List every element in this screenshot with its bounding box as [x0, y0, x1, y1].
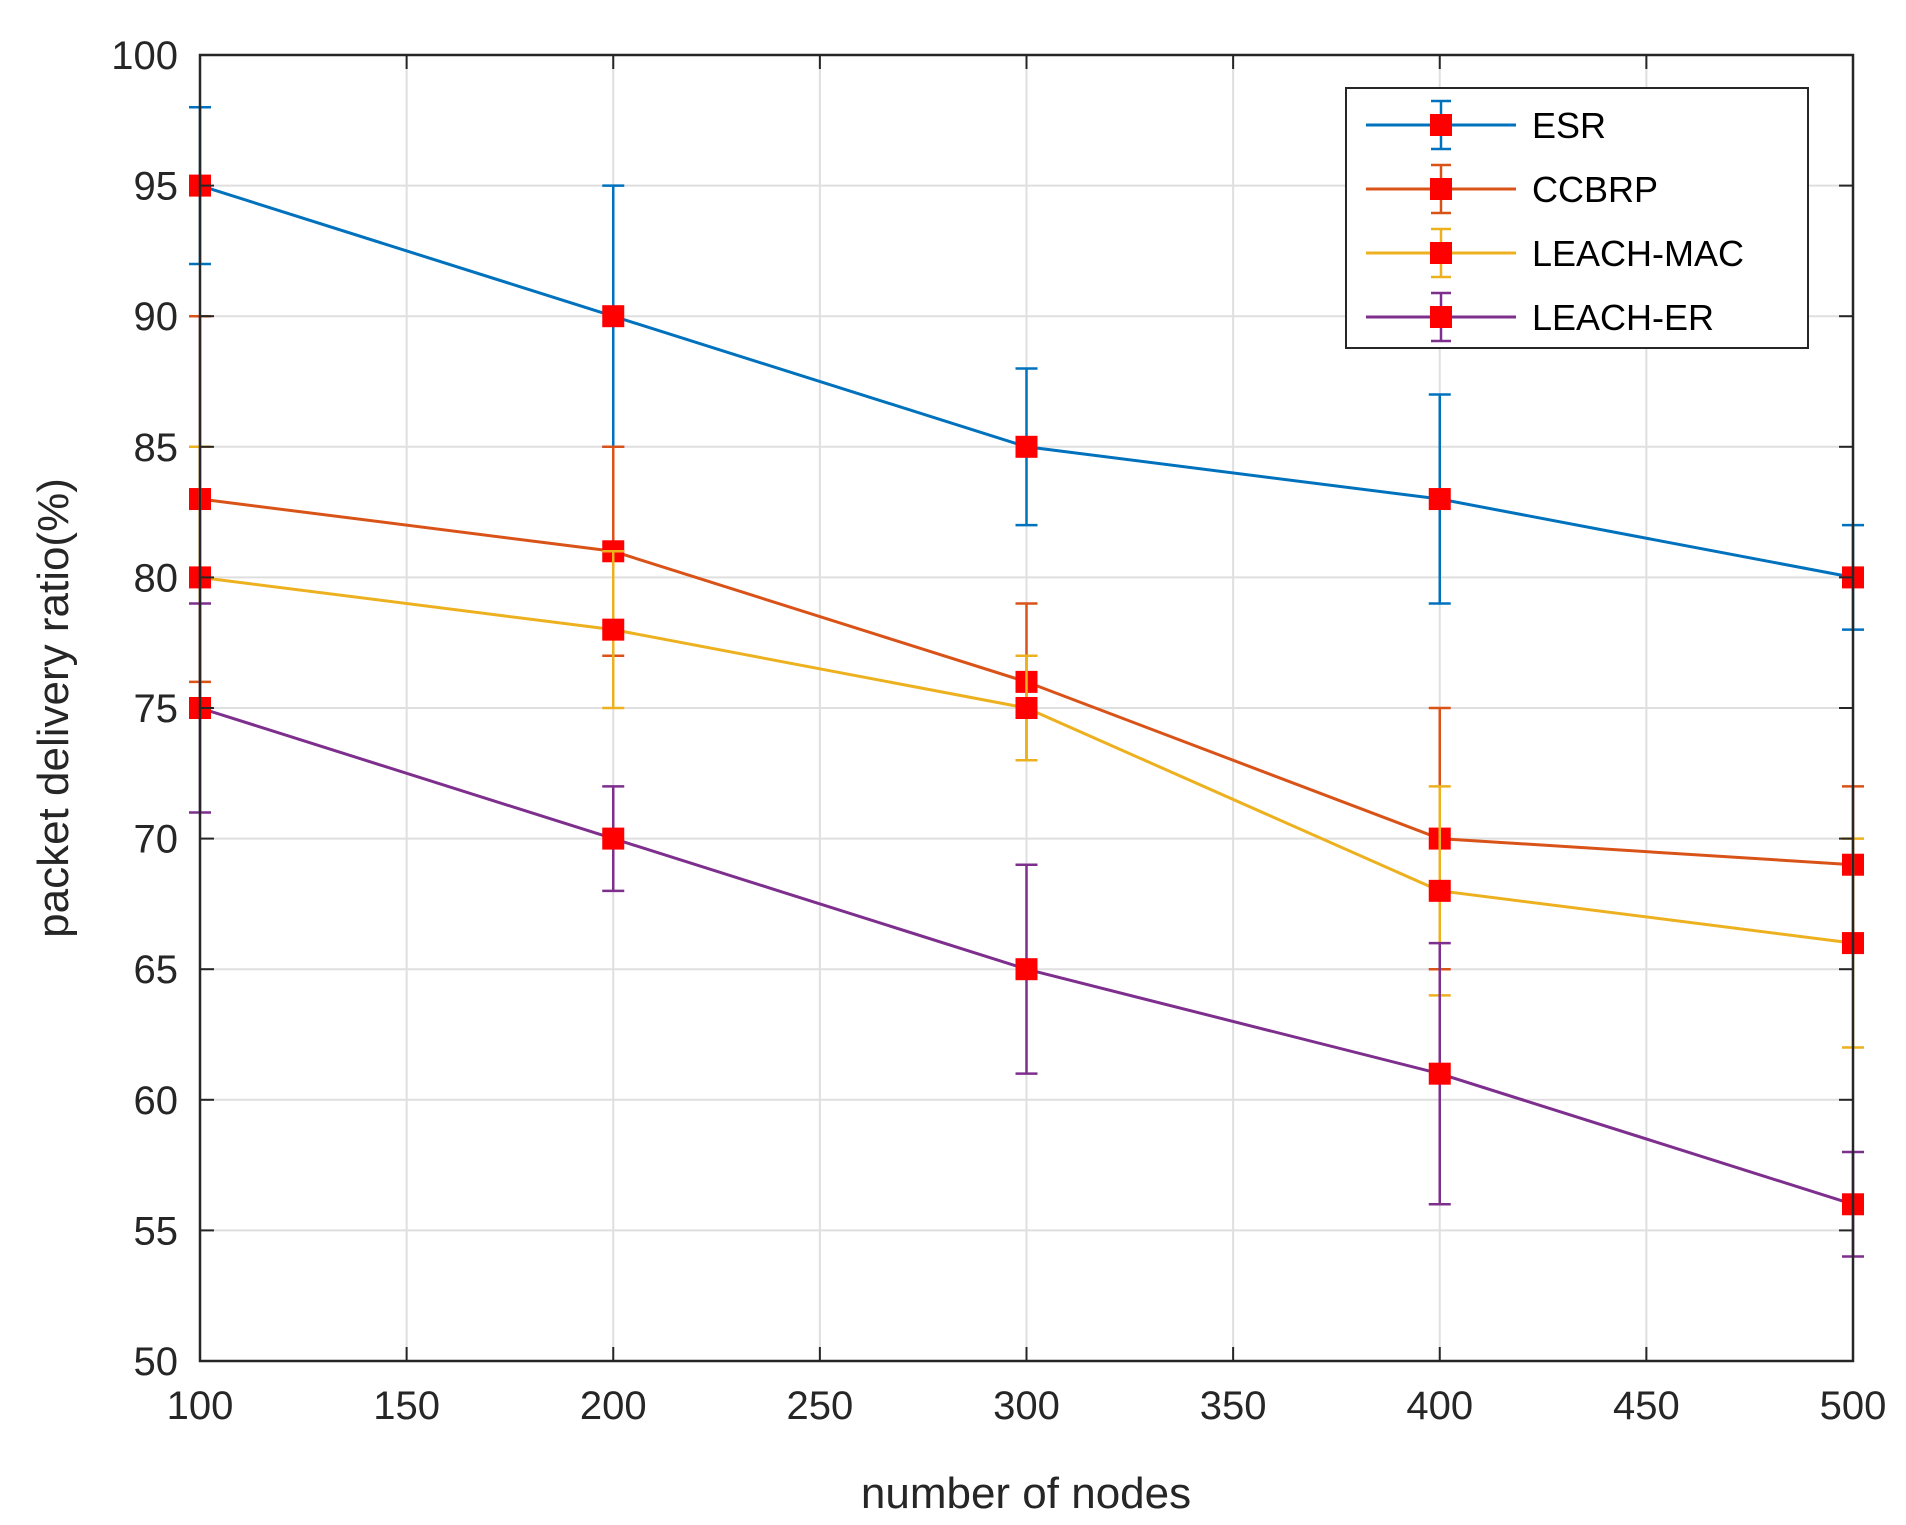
- x-tick-label: 400: [1406, 1384, 1473, 1428]
- legend-label: LEACH-ER: [1532, 297, 1714, 338]
- y-axis-title: packet delivery ratio(%): [29, 478, 78, 938]
- legend-marker: [1430, 114, 1452, 136]
- data-point: [602, 827, 625, 850]
- legend-label: LEACH-MAC: [1532, 233, 1744, 274]
- y-tick-label: 70: [134, 818, 179, 862]
- x-tick-label: 350: [1200, 1384, 1267, 1428]
- legend: ESR CCBRP LEACH-MAC LEACH-ER: [1345, 87, 1809, 349]
- x-tick-label: 100: [167, 1384, 234, 1428]
- y-tick-label: 80: [134, 556, 179, 600]
- legend-label: ESR: [1532, 105, 1606, 146]
- series-esr: [189, 105, 1864, 631]
- data-point: [1015, 435, 1038, 458]
- x-tick-label: 150: [373, 1384, 440, 1428]
- data-point: [602, 618, 625, 641]
- data-point: [1428, 1062, 1451, 1085]
- x-axis-title: number of nodes: [861, 1469, 1191, 1518]
- legend-entry-leach-mac: LEACH-MAC: [1366, 227, 1744, 279]
- data-point: [1015, 697, 1038, 719]
- y-tick-label: 95: [134, 165, 179, 209]
- legend-marker: [1430, 306, 1452, 328]
- legend-entry-leach-er: LEACH-ER: [1366, 291, 1714, 343]
- legend-entry-ccbrp: CCBRP: [1366, 163, 1658, 215]
- x-tick-label: 200: [580, 1384, 647, 1428]
- y-tick-label: 75: [134, 687, 179, 731]
- x-tick-label: 300: [993, 1384, 1060, 1428]
- y-tick-label: 50: [134, 1340, 179, 1384]
- legend-label: CCBRP: [1532, 169, 1658, 210]
- legend-box: [1345, 87, 1809, 349]
- y-tick-label: 55: [134, 1209, 179, 1253]
- legend-entry-esr: ESR: [1366, 99, 1606, 151]
- legend-marker: [1430, 242, 1452, 264]
- data-point: [602, 305, 625, 328]
- y-tick-label: 85: [134, 426, 179, 470]
- x-tick-label: 450: [1613, 1384, 1680, 1428]
- x-tick-label: 500: [1820, 1384, 1887, 1428]
- axis-ticks: 100 150 200 250 300 350 400 450 500 50 55 60 65 70 75 8…: [111, 34, 1886, 1428]
- legend-marker: [1430, 178, 1452, 200]
- y-tick-label: 65: [134, 948, 179, 992]
- y-tick-label: 100: [111, 34, 178, 78]
- y-tick-label: 60: [134, 1079, 179, 1123]
- series-layer: [189, 105, 1864, 1258]
- x-tick-label: 250: [787, 1384, 854, 1428]
- data-point: [1428, 488, 1451, 511]
- data-point: [1015, 958, 1038, 981]
- y-tick-label: 90: [134, 295, 179, 339]
- data-point: [1428, 879, 1451, 902]
